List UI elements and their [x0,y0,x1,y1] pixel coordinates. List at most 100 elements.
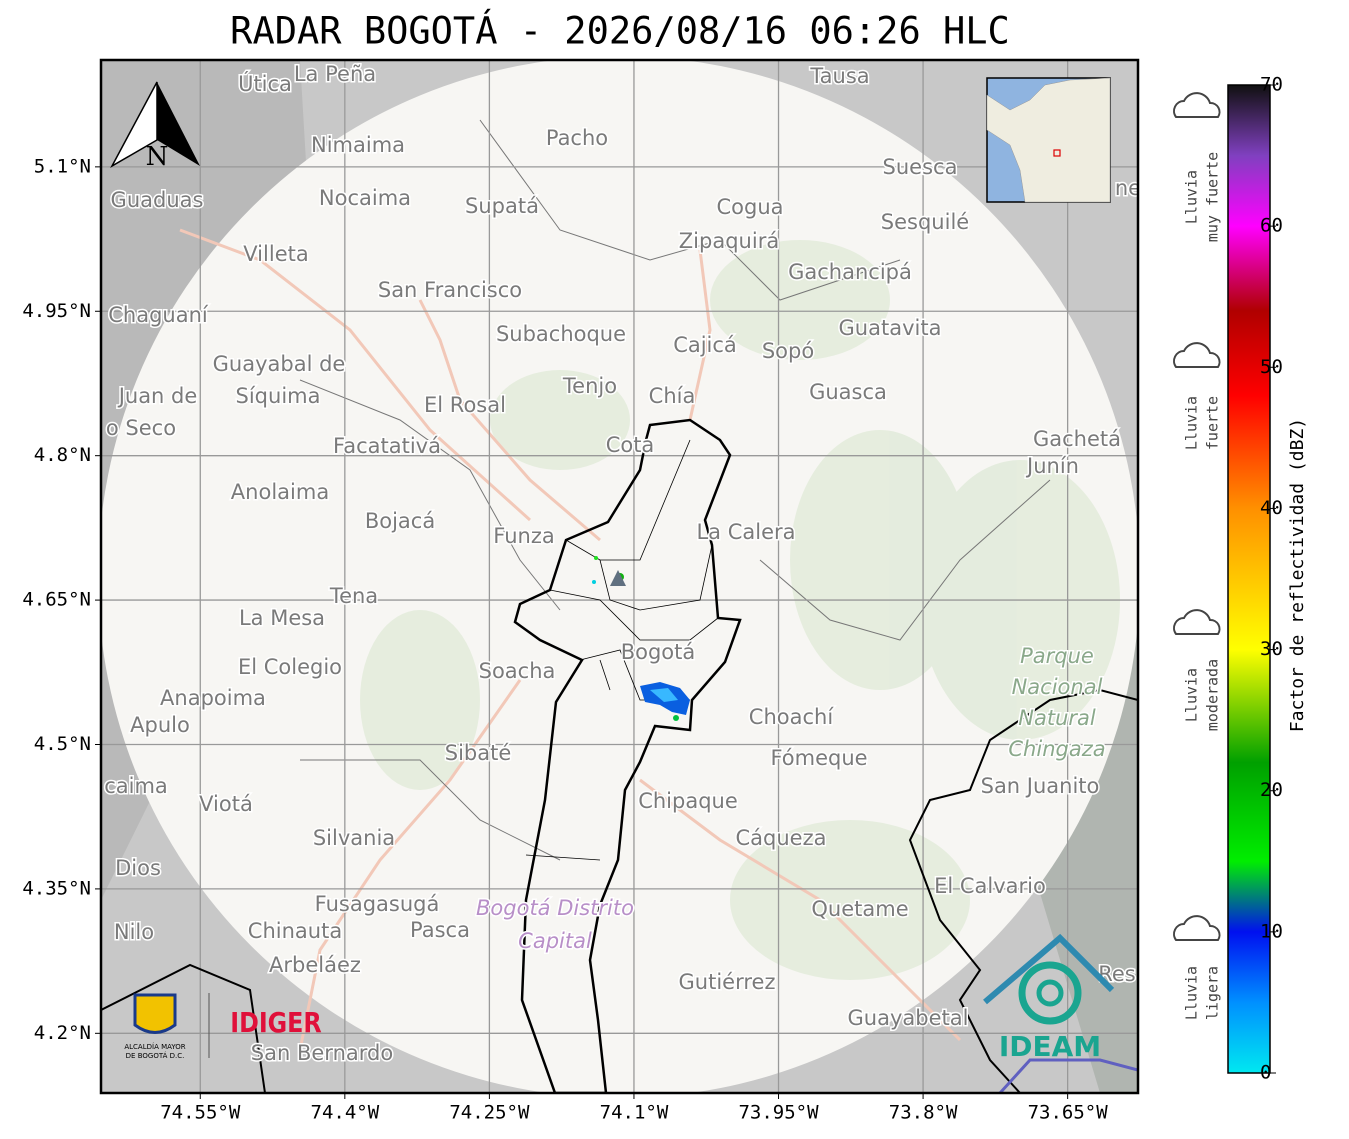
place-label: Suesca [883,155,958,179]
rain-category: Lluvia [1183,966,1201,1020]
place-label: Guayabetal [848,1006,969,1030]
green-areas [360,240,1120,980]
place-label: Viotá [199,792,253,816]
roads [179,228,962,1051]
place-label: Soacha [479,659,556,683]
rain-category: ligera [1204,966,1222,1020]
place-label: Juan de [117,384,198,408]
place-label: El Rosal [424,393,506,417]
place-label: Cogua [716,195,783,219]
place-label: Tena [329,584,378,608]
colorbar-tick-label: 70 [1260,74,1283,96]
place-label: Nocaima [319,186,411,210]
place-label: Gachancipá [788,260,912,284]
place-label: caima [104,774,168,798]
colorbar [1227,84,1271,1074]
ideam-logo: IDEAM [999,1030,1101,1063]
cloud-icon [1173,915,1221,941]
district-label: Bogotá Distrito [476,896,634,920]
x-tick-label: 74.4°W [311,1102,380,1124]
place-label: Gachetá [1033,427,1121,451]
district-label: Capital [518,929,592,953]
place-label: Choachí [749,705,835,729]
place-label: Sibaté [445,741,512,765]
inset-land [986,77,1111,203]
place-label: Fómeque [770,746,867,770]
place-label: Apulo [130,713,190,737]
park-label: Natural [1018,706,1096,730]
colorbar-ticks: 0 10 20 30 40 50 60 70 [1260,74,1283,1084]
park-label: Nacional [1012,675,1103,699]
y-tick-label: 5.1°N [34,155,91,177]
place-label: Tausa [809,64,869,88]
x-tick-label: 74.1°W [600,1102,669,1124]
place-label: Chía [649,384,696,408]
rain-category: muy fuerte [1204,152,1222,242]
map: Útica La Peña Tausa Pacho Nimaima Guaduas Noca… [101,60,1141,1093]
x-tick-label: 73.95°W [738,1102,819,1124]
ideam-swirl [1036,979,1064,1007]
place-label: Cáqueza [736,826,827,850]
place-label: La Calera [696,520,795,544]
colorbar-tick-label: 40 [1260,497,1283,519]
place-label: ne [1115,176,1141,200]
y-tick-label: 4.95°N [22,300,91,322]
alcaldia-shield [133,993,177,1034]
place-label: Nilo [114,920,154,944]
place-label: San Juanito [981,774,1100,798]
idiger-logo: IDIGER [230,1007,322,1039]
place-label: Nimaima [311,133,405,157]
place-label: El Calvario [934,874,1046,898]
place-label: Chaguaní [108,303,209,327]
place-label: Guayabal de [213,352,346,376]
colorbar-tick-label: 30 [1260,638,1283,660]
place-label: Pacho [546,126,608,150]
river [998,1058,1138,1093]
alcaldia-text: DE BOGOTÁ D.C. [126,1051,185,1060]
place-label: La Peña [294,62,376,86]
place-label: Guatavita [839,316,942,340]
north-label: N [146,142,169,172]
place-label: Guasca [809,380,887,404]
place-label: o Seco [106,416,176,440]
place-label: Anapoima [160,686,266,710]
place-label: San Bernardo [251,1041,393,1065]
place-label: Síquima [236,384,321,408]
y-tick-label: 4.65°N [22,589,91,611]
park-label: Chingaza [1008,737,1105,761]
dept-border [908,688,1138,1093]
north-arrow [157,82,200,166]
place-label: Chinauta [248,919,342,943]
place-label: Silvania [313,826,395,850]
colorbar-tick-label: 0 [1260,1062,1271,1084]
y-tick-label: 4.8°N [34,444,91,466]
radar-site [610,570,626,586]
rain-category: Lluvia [1183,170,1201,224]
place-label: Útica [238,71,292,96]
place-label: Subachoque [496,322,626,346]
rain-category: fuerte [1204,396,1222,450]
axis-ticks: 74.55°W 74.4°W 74.25°W 74.1°W 73.95°W 73.8°W 7… [22,155,1108,1123]
colorbar-tick-label: 60 [1260,215,1283,237]
place-label: Facatativá [333,434,441,458]
place-label: Quetame [811,897,908,921]
inset-marker [1053,149,1061,157]
place-label: Pasca [410,918,470,942]
cloud-icon [1173,342,1221,368]
colorbar-tick-label: 50 [1260,356,1283,378]
x-tick-label: 73.65°W [1028,1102,1109,1124]
place-label: Cota [606,433,655,457]
map-frame [99,58,1140,1095]
place-label: Dios [115,856,161,880]
bogota-border [513,418,742,1093]
title: RADAR BOGOTÁ - 2026/08/16 06:26 HLC [230,9,1010,53]
place-label: Anolaima [231,480,329,504]
alcaldia-text: ALCALDÍA MAYOR [124,1042,185,1051]
place-label: Bojacá [365,509,435,533]
place-label: Chipaque [638,789,738,813]
place-label: Bogotá [621,640,696,664]
rain-category: Lluvia [1183,668,1201,722]
place-label: Villeta [243,242,308,266]
